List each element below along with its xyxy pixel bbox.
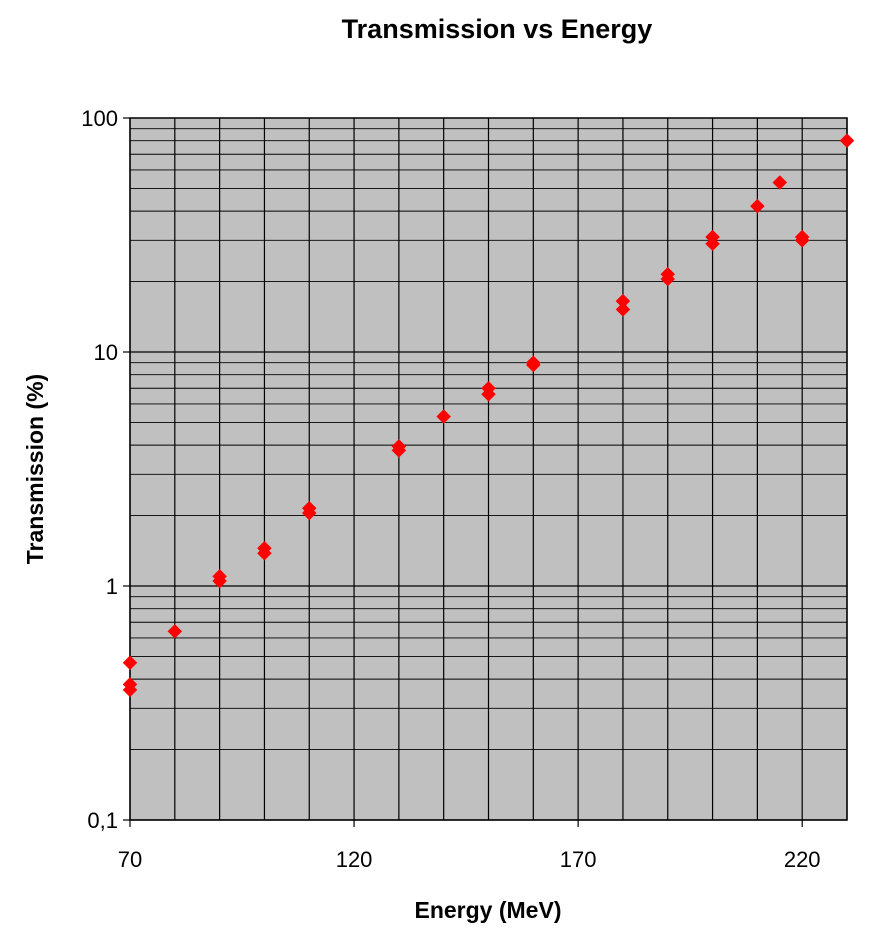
x-tick-label: 70 — [118, 847, 142, 872]
data-point — [257, 545, 272, 561]
x-axis-label: Energy (MeV) — [415, 897, 562, 923]
data-point — [525, 357, 541, 373]
data-point — [705, 236, 720, 252]
data-point — [794, 233, 810, 248]
data-point — [436, 409, 452, 424]
data-point — [122, 682, 138, 698]
x-tick-label: 120 — [336, 847, 373, 872]
data-point — [212, 573, 227, 589]
data-point — [750, 198, 765, 214]
data-point — [122, 655, 138, 671]
data-point — [167, 624, 183, 639]
chart-title: Transmission vs Energy — [342, 14, 653, 44]
data-point — [301, 505, 317, 521]
x-tick-label: 170 — [560, 847, 597, 872]
x-tick-label: 220 — [784, 847, 821, 872]
y-tick-label: 100 — [81, 106, 118, 131]
plot-border — [129, 117, 848, 821]
data-point — [615, 302, 631, 317]
y-axis-ticks: 0,1 1 10 100 — [81, 106, 130, 833]
y-tick-label: 1 — [106, 574, 118, 599]
data-point — [481, 386, 496, 402]
y-axis-label: Transmission (%) — [22, 374, 48, 564]
y-tick-label: 0,1 — [87, 808, 118, 833]
y-tick-label: 10 — [94, 340, 118, 365]
data-point — [772, 175, 788, 190]
x-axis-ticks: 70 120 170 220 — [118, 820, 821, 872]
data-point — [391, 442, 407, 458]
data-points — [122, 133, 855, 698]
plot-area: 70 120 170 220 0,1 1 10 100 — [81, 106, 855, 872]
gridlines — [129, 118, 848, 821]
data-point — [839, 133, 855, 149]
data-point — [660, 271, 676, 287]
